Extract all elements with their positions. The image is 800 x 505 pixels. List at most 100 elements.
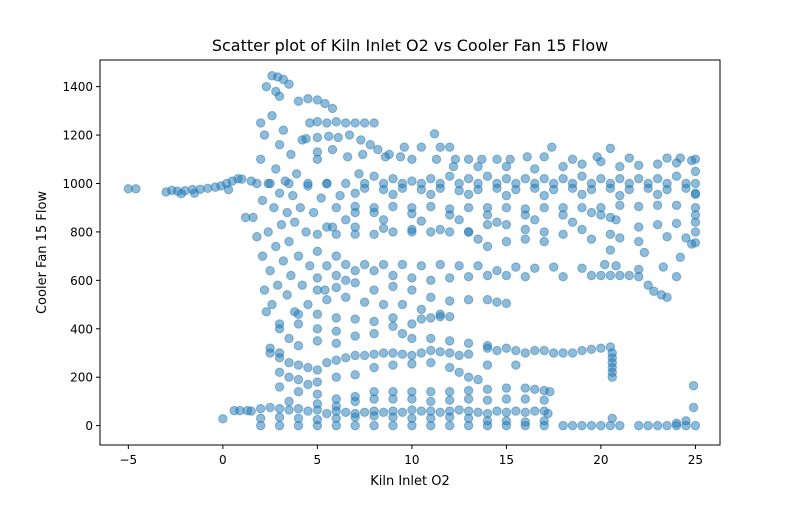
scatter-point (278, 125, 289, 135)
scatter-point (463, 385, 474, 396)
scatter-point (388, 420, 398, 431)
scatter-point (567, 217, 578, 227)
scatter-point (662, 232, 672, 242)
scatter-point (267, 299, 277, 310)
scatter-point (350, 350, 360, 361)
scatter-point (624, 153, 634, 163)
scatter-point (356, 135, 366, 145)
scatter-point (341, 407, 351, 418)
scatter-point (312, 420, 323, 431)
scatter-point (380, 152, 391, 162)
scatter-point (501, 161, 512, 172)
scatter-point (312, 324, 323, 334)
scatter-point (344, 130, 355, 140)
scatter-point (463, 272, 474, 282)
scatter-point (303, 362, 313, 373)
scatter-point (429, 129, 440, 139)
scatter-point (482, 219, 493, 230)
scatter-point (463, 349, 474, 359)
scatter-point (416, 184, 427, 195)
scatter-point (501, 190, 512, 201)
scatter-point (435, 311, 445, 322)
scatter-point (530, 215, 540, 225)
scatter-point (662, 184, 672, 195)
scatter-point (435, 347, 445, 357)
scatter-point (501, 420, 512, 431)
points-layer (123, 71, 701, 431)
y-tick-label: 0 (85, 419, 93, 433)
scatter-point (369, 118, 379, 128)
scatter-point (320, 98, 330, 109)
scatter-point (378, 223, 389, 233)
scatter-point (331, 420, 341, 431)
scatter-point (312, 229, 323, 240)
scatter-point (435, 183, 445, 194)
scatter-point (388, 281, 398, 292)
scatter-point (365, 140, 375, 150)
scatter-point (312, 285, 323, 295)
scatter-point (397, 407, 408, 418)
scatter-point (520, 224, 530, 235)
x-tick-label: 20 (593, 453, 608, 467)
scatter-point (369, 316, 379, 327)
scatter-point (671, 418, 682, 428)
scatter-point (445, 311, 455, 322)
scatter-point (643, 183, 653, 194)
scatter-point (539, 190, 549, 201)
scatter-point (407, 176, 417, 186)
scatter-point (634, 420, 644, 431)
scatter-point (539, 420, 549, 431)
scatter-point (312, 273, 323, 283)
scatter-point (333, 132, 343, 143)
scatter-point (539, 152, 549, 162)
scatter-point (596, 173, 606, 184)
scatter-point (395, 152, 406, 162)
scatter-point (652, 189, 663, 200)
scatter-point (530, 164, 540, 174)
scatter-point (690, 189, 701, 200)
scatter-point (265, 265, 275, 276)
x-tick-label: 0 (219, 453, 227, 467)
scatter-point (445, 273, 455, 283)
scatter-point (416, 406, 427, 416)
scatter-point (255, 154, 266, 164)
scatter-point (341, 353, 351, 363)
scatter-point (341, 259, 351, 270)
scatter-point (397, 183, 408, 194)
scatter-point (416, 261, 427, 271)
scatter-point (397, 259, 408, 270)
scatter-point (671, 218, 682, 229)
scatter-point (615, 420, 625, 431)
scatter-point (445, 395, 455, 405)
scatter-point (331, 338, 341, 348)
scatter-point (416, 216, 427, 226)
scatter-point (577, 159, 587, 169)
scatter-point (407, 227, 417, 237)
scatter-point (407, 405, 417, 415)
scatter-point (341, 292, 351, 302)
scatter-point (354, 169, 364, 179)
scatter-point (547, 142, 557, 152)
scatter-point (539, 345, 549, 356)
scatter-point (492, 345, 502, 356)
scatter-point (407, 319, 417, 329)
scatter-point (643, 280, 653, 290)
scatter-point (454, 215, 464, 225)
scatter-point (634, 222, 644, 232)
scatter-point (501, 383, 512, 393)
scatter-point (369, 229, 379, 240)
scatter-point (359, 407, 370, 418)
scatter-point (272, 280, 283, 290)
scatter-point (539, 395, 549, 405)
scatter-point (615, 173, 625, 184)
scatter-point (274, 382, 285, 392)
scatter-point (539, 227, 549, 237)
scatter-point (416, 304, 427, 315)
scatter-point (662, 292, 672, 302)
scatter-point (282, 207, 292, 218)
scatter-point (331, 203, 341, 213)
scatter-point (435, 224, 445, 235)
scatter-point (388, 313, 398, 323)
scatter-point (558, 348, 568, 358)
scatter-point (662, 420, 672, 431)
